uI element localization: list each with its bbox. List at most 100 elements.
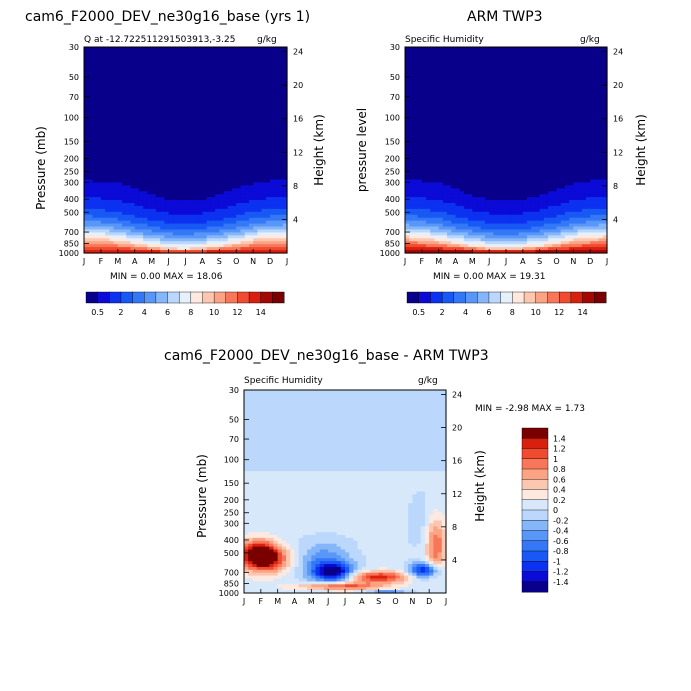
colorbar-swatch: [521, 540, 549, 552]
colorbar-swatch: [521, 479, 549, 491]
month-tick-label: A: [520, 257, 526, 266]
pressure-tick-label: 1000: [380, 249, 400, 258]
colorbar-swatch: [521, 520, 549, 532]
height-tick-label: 16: [452, 457, 462, 466]
month-tick-label: M: [114, 257, 121, 266]
panel2-subtitle: Specific Humidity: [405, 35, 484, 45]
height-tick-label: 12: [293, 148, 303, 157]
pressure-tick-label: 300: [224, 519, 239, 528]
colorbar-swatch: [521, 561, 549, 573]
pressure-tick-label: 50: [229, 416, 239, 425]
colorbar-swatch: [155, 291, 169, 304]
colorbar-label: -1.2: [553, 568, 569, 577]
colorbar-label: 14: [256, 308, 266, 317]
colorbar-swatch: [430, 291, 443, 304]
colorbar-swatch: [477, 291, 490, 304]
panel1-units: g/kg: [257, 35, 277, 45]
pressure-tick-label: 200: [385, 154, 400, 163]
colorbar-label: 6: [165, 308, 170, 317]
colorbar-swatch: [132, 291, 145, 304]
colorbar-swatch: [178, 291, 192, 304]
colorbar-swatch: [535, 291, 548, 304]
height-tick-label: 8: [452, 523, 457, 532]
colorbar-swatch: [521, 571, 549, 583]
colorbar-label: 0.8: [553, 465, 566, 474]
colorbar-2: [406, 291, 607, 304]
pressure-tick-label: 300: [64, 178, 79, 187]
height-tick-label: 4: [293, 215, 298, 224]
month-tick-label: M: [274, 597, 281, 606]
colorbar-swatch: [225, 291, 238, 304]
pressure-tick-label: 250: [385, 168, 400, 177]
colorbar-swatch: [594, 291, 607, 304]
panel3-units: g/kg: [418, 376, 438, 386]
colorbar-swatch: [521, 499, 549, 511]
height-tick-label: 8: [293, 182, 298, 191]
pressure-tick-label: 200: [224, 496, 239, 505]
colorbar-label: 1.2: [553, 445, 566, 454]
pressure-tick-label: 250: [224, 509, 239, 518]
colorbar-label: 4: [142, 308, 147, 317]
colorbar-label: 8: [188, 308, 193, 317]
month-tick-label: A: [292, 597, 298, 606]
colorbar-swatch: [521, 530, 549, 542]
colorbar-swatch: [512, 291, 525, 304]
colorbar-swatch: [237, 291, 250, 304]
colorbar-swatch: [441, 291, 455, 304]
panel3-subtitle: Specific Humidity: [244, 376, 323, 386]
height-tick-label: 16: [613, 115, 623, 124]
month-tick-label: J: [326, 597, 329, 606]
height-tick-label: 20: [293, 81, 303, 90]
month-tick-label: F: [420, 257, 425, 266]
pressure-tick-label: 30: [229, 386, 239, 395]
pressure-tick-label: 200: [64, 154, 79, 163]
panel3-stats: MIN = -2.98 MAX = 1.73: [475, 404, 585, 414]
panel1-ylabel: Pressure (mb): [34, 126, 48, 210]
month-tick-label: D: [587, 257, 593, 266]
colorbar-swatch: [521, 509, 549, 521]
height-tick-label: 12: [452, 490, 462, 499]
month-tick-label: F: [259, 597, 264, 606]
month-tick-label: J: [82, 257, 85, 266]
month-tick-label: J: [343, 597, 346, 606]
colorbar-swatch: [190, 291, 203, 304]
month-tick-label: N: [570, 257, 576, 266]
pressure-tick-label: 100: [64, 114, 79, 123]
colorbar-swatch: [521, 448, 549, 460]
pressure-tick-label: 70: [69, 93, 79, 102]
colorbar-diff: [521, 427, 549, 593]
month-tick-label: A: [200, 257, 206, 266]
pressure-tick-label: 100: [385, 114, 400, 123]
pressure-tick-label: 700: [385, 228, 400, 237]
panel1-stats: MIN = 0.00 MAX = 18.06: [110, 272, 223, 282]
panel2-field: [405, 47, 608, 254]
pressure-tick-label: 70: [229, 435, 239, 444]
colorbar-swatch: [406, 291, 420, 304]
month-tick-label: A: [132, 257, 138, 266]
colorbar-label: -0.6: [553, 537, 569, 546]
panel1-subtitle: Q at -12.722511291503913,-3.25: [84, 35, 235, 45]
colorbar-swatch: [260, 291, 273, 304]
month-tick-label: F: [99, 257, 104, 266]
month-tick-label: A: [359, 597, 365, 606]
colorbar-swatch: [167, 291, 180, 304]
colorbar-label: -0.2: [553, 516, 569, 525]
pressure-tick-label: 30: [69, 43, 79, 52]
month-tick-label: J: [242, 597, 245, 606]
colorbar-swatch: [558, 291, 572, 304]
colorbar-label: 10: [531, 308, 541, 317]
panel1-ylabel-right: Height (km): [312, 114, 326, 185]
month-tick-label: J: [605, 257, 608, 266]
panel1-field: [84, 47, 288, 254]
pressure-tick-label: 70: [390, 93, 400, 102]
height-tick-label: 24: [613, 48, 623, 57]
month-tick-label: J: [444, 597, 447, 606]
colorbar-label: 0.5: [91, 308, 104, 317]
colorbar-swatch: [144, 291, 157, 304]
colorbar-swatch: [109, 291, 122, 304]
month-tick-label: M: [308, 597, 315, 606]
colorbar-label: 10: [209, 308, 219, 317]
colorbar-label: 14: [577, 308, 587, 317]
colorbar-swatch: [453, 291, 467, 304]
colorbar-swatch: [213, 291, 227, 304]
